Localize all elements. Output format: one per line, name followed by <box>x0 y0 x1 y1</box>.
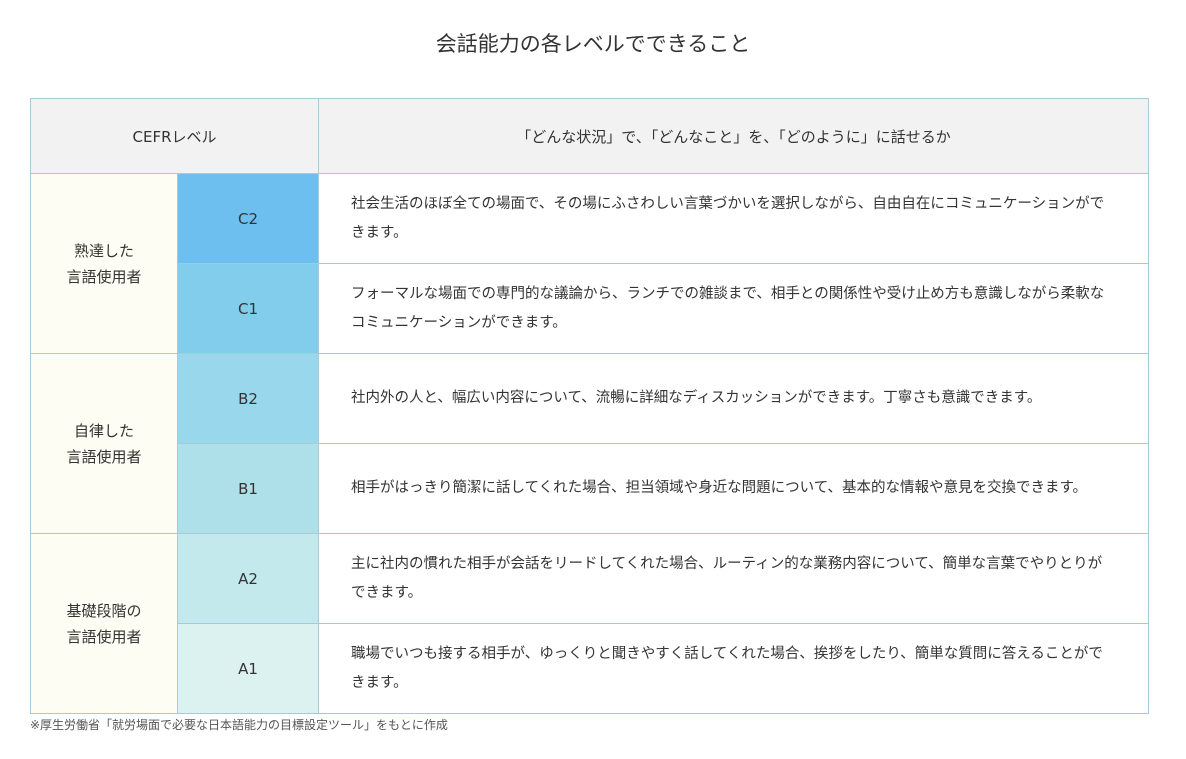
table-row: 熟達した言語使用者 C2 社会生活のほぼ全ての場面で、その場にふさわしい言葉づか… <box>30 173 1149 354</box>
level-cell: B1 <box>176 443 320 534</box>
description-cell: 相手がはっきり簡潔に話してくれた場合、担当領域や身近な問題について、基本的な情報… <box>318 443 1149 534</box>
group-cell: 自律した 言語使用者 <box>30 353 178 534</box>
level-cell: A1 <box>176 623 320 714</box>
table-row: A1 職場でいつも接する相手が、ゆっくりと聞きやすく話してくれた場合、挨拶をした… <box>31 623 1149 714</box>
header-level: CEFRレベル <box>29 98 320 174</box>
group-cell: 基礎段階の言語使用者 <box>30 533 178 714</box>
description-cell: 社会生活のほぼ全ての場面で、その場にふさわしい言葉づかいを選択しながら、自由自在… <box>318 173 1149 264</box>
header-description: 「どんな状況」で、「どんなこと」を、「どのように」に話せるか <box>318 98 1149 174</box>
level-cell: C2 <box>176 173 320 264</box>
group-label: 自律した <box>73 421 134 440</box>
source-note: ※厚生労働省「就労場面で必要な日本語能力の目標設定ツール」をもとに作成 <box>30 718 448 732</box>
group-label: 言語使用者 <box>66 447 142 466</box>
page-title: 会話能力の各レベルでできること <box>435 32 751 56</box>
description-cell: 社内外の人と、幅広い内容について、流暢に詳細なディスカッションができます。丁寧さ… <box>318 353 1149 444</box>
table-row: 基礎段階の言語使用者 A2 主に社内の慣れた相手が会話をリードしてくれた場合、ル… <box>30 533 1149 714</box>
description-cell: 職場でいつも接する相手が、ゆっくりと聞きやすく話してくれた場合、挨拶をしたり、簡… <box>318 623 1149 714</box>
level-cell: C1 <box>176 263 320 354</box>
group-label: 熟達した <box>73 241 134 260</box>
group-label: 言語使用者 <box>66 267 142 286</box>
group-label: 基礎段階の <box>66 601 142 620</box>
group-label: 言語使用者 <box>66 627 142 646</box>
description-cell: フォーマルな場面での専門的な議論から、ランチでの雑談まで、相手との関係性や受け止… <box>318 263 1149 354</box>
group-cell: 熟達した 言語使用者 <box>30 173 178 354</box>
level-cell: A2 <box>176 533 320 624</box>
cefr-table: CEFRレベル 「どんな状況」で、「どんなこと」を、「どのように」に話せるか 熟… <box>29 98 1149 714</box>
table-row: B1 相手がはっきり簡潔に話してくれた場合、担当領域や身近な問題について、基本的… <box>31 443 1149 534</box>
table-header-row: CEFRレベル 「どんな状況」で、「どんなこと」を、「どのように」に話せるか <box>29 98 1149 174</box>
table-row: C1 フォーマルな場面での専門的な議論から、ランチでの雑談まで、相手との関係性や… <box>31 263 1149 354</box>
table-row: 自律した言語使用者 B2 社内外の人と、幅広い内容について、流暢に詳細なディスカ… <box>30 353 1149 534</box>
description-cell: 主に社内の慣れた相手が会話をリードしてくれた場合、ルーティン的な業務内容について… <box>318 533 1149 624</box>
level-cell: B2 <box>176 353 320 444</box>
